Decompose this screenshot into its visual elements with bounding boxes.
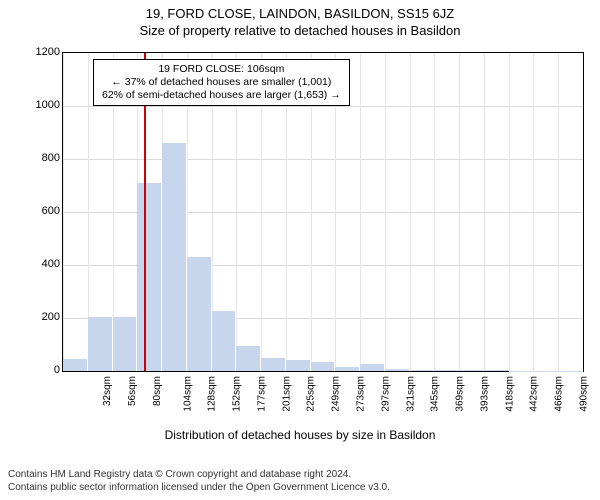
- footer-line1: Contains HM Land Registry data © Crown c…: [8, 469, 390, 482]
- x-axis-label: Distribution of detached houses by size …: [0, 428, 600, 442]
- histogram-bar: [484, 370, 509, 371]
- annotation-line2: ← 37% of detached houses are smaller (1,…: [102, 76, 341, 89]
- x-tick-label: 418sqm: [504, 376, 515, 412]
- x-tick-label: 201sqm: [281, 376, 292, 412]
- histogram-bar: [311, 362, 336, 371]
- x-tick-label: 466sqm: [554, 376, 565, 412]
- histogram-bar: [434, 370, 459, 371]
- gridline-v: [558, 53, 559, 371]
- histogram-bar: [360, 364, 385, 371]
- y-tick-label: 1200: [24, 46, 60, 58]
- x-tick-label: 225sqm: [306, 376, 317, 412]
- y-tick-label: 200: [24, 311, 60, 323]
- gridline-h: [63, 159, 583, 160]
- histogram-bar: [335, 367, 360, 371]
- x-tick-label: 104sqm: [182, 376, 193, 412]
- histogram-bar: [286, 360, 311, 371]
- footer-attribution: Contains HM Land Registry data © Crown c…: [8, 469, 390, 494]
- footer-line2: Contains public sector information licen…: [8, 482, 390, 495]
- histogram-bar: [385, 369, 410, 371]
- x-tick-label: 345sqm: [430, 376, 441, 412]
- chart-title-subtitle: Size of property relative to detached ho…: [0, 23, 600, 38]
- gridline-v: [509, 53, 510, 371]
- histogram-bar: [261, 358, 286, 371]
- annotation-line1: 19 FORD CLOSE: 106sqm: [102, 63, 341, 76]
- gridline-v: [434, 53, 435, 371]
- y-tick-label: 800: [24, 152, 60, 164]
- gridline-v: [410, 53, 411, 371]
- histogram-bar: [137, 183, 162, 371]
- y-tick-label: 0: [24, 364, 60, 376]
- histogram-bar: [63, 359, 88, 371]
- annotation-line3: 62% of semi-detached houses are larger (…: [102, 89, 341, 102]
- x-tick-label: 273sqm: [356, 376, 367, 412]
- x-tick-label: 442sqm: [529, 376, 540, 412]
- x-tick-label: 56sqm: [127, 376, 138, 406]
- gridline-v: [533, 53, 534, 371]
- x-tick-label: 393sqm: [479, 376, 490, 412]
- x-tick-label: 152sqm: [232, 376, 243, 412]
- x-tick-label: 249sqm: [331, 376, 342, 412]
- plot-area: 19 FORD CLOSE: 106sqm ← 37% of detached …: [62, 52, 584, 372]
- y-tick-label: 600: [24, 205, 60, 217]
- histogram-bar: [88, 317, 113, 371]
- annotation-box: 19 FORD CLOSE: 106sqm ← 37% of detached …: [93, 59, 350, 106]
- x-tick-label: 297sqm: [380, 376, 391, 412]
- histogram-bar: [212, 311, 237, 371]
- x-tick-label: 490sqm: [578, 376, 589, 412]
- gridline-v: [459, 53, 460, 371]
- x-tick-label: 128sqm: [207, 376, 218, 412]
- y-tick-label: 1000: [24, 99, 60, 111]
- histogram-bar: [162, 143, 187, 371]
- histogram-bar: [187, 257, 212, 371]
- histogram-bar: [113, 317, 138, 371]
- histogram-bar: [236, 346, 261, 371]
- gridline-v: [360, 53, 361, 371]
- chart-container: Number of detached properties 19 FORD CL…: [0, 44, 600, 444]
- gridline-v: [484, 53, 485, 371]
- histogram-bar: [410, 370, 435, 371]
- x-tick-label: 321sqm: [405, 376, 416, 412]
- chart-title-address: 19, FORD CLOSE, LAINDON, BASILDON, SS15 …: [0, 6, 600, 21]
- histogram-bar: [459, 370, 484, 371]
- x-tick-label: 177sqm: [257, 376, 268, 412]
- y-tick-label: 400: [24, 258, 60, 270]
- gridline-v: [63, 53, 64, 371]
- x-tick-label: 32sqm: [102, 376, 113, 406]
- x-tick-label: 80sqm: [152, 376, 163, 406]
- x-tick-label: 369sqm: [455, 376, 466, 412]
- gridline-v: [385, 53, 386, 371]
